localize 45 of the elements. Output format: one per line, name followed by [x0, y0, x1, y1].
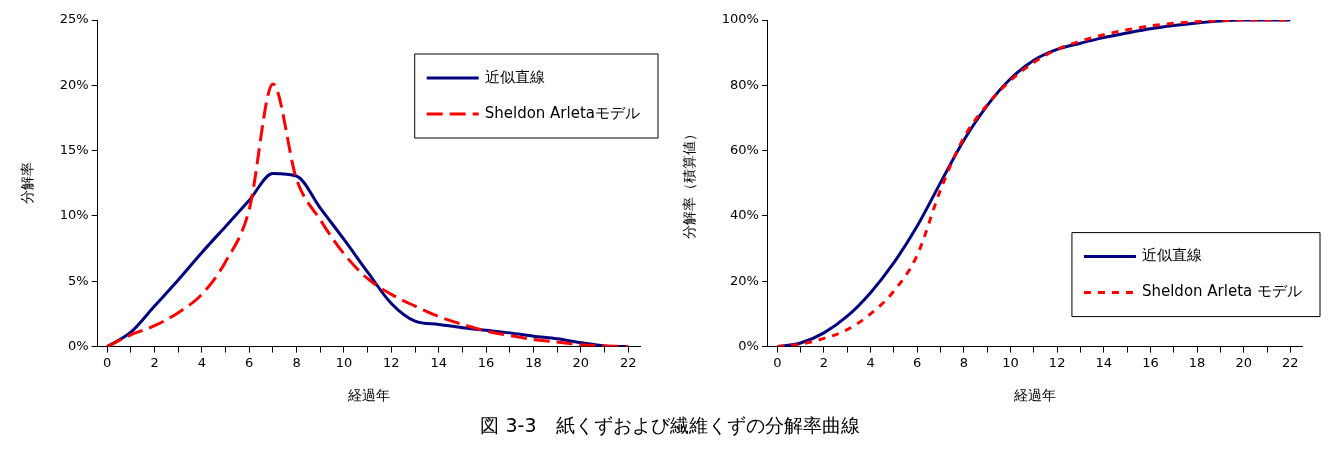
x-tick-label: 12: [1048, 354, 1066, 370]
y-tick-label: 20%: [730, 272, 759, 288]
y-tick-label: 0%: [68, 337, 89, 353]
legend-label: Sheldon Arleta モデル: [1141, 282, 1303, 301]
x-axis-title: 経過年: [1012, 387, 1056, 404]
x-tick-label: 18: [525, 354, 542, 370]
x-tick-label: 20: [1235, 354, 1252, 370]
x-axis-title: 経過年: [346, 387, 390, 404]
x-tick-label: 0: [103, 354, 112, 370]
x-tick-label: 2: [819, 354, 829, 370]
x-tick-label: 6: [245, 354, 254, 370]
x-tick-label: 4: [197, 354, 207, 370]
x-tick-label: 12: [383, 354, 400, 370]
x-tick-label: 8: [959, 354, 968, 370]
legend-label: Sheldon Arletaモデル: [484, 103, 640, 122]
y-tick-label: 20%: [59, 76, 89, 92]
x-tick-label: 6: [913, 354, 922, 370]
y-tick-label: 100%: [721, 11, 759, 27]
caption: 図 3-3 紙くずおよび繊維くずの分解率曲線: [479, 413, 861, 437]
y-tick-label: 60%: [730, 142, 759, 158]
x-tick-label: 10: [335, 354, 353, 370]
y-tick-label: 10%: [59, 207, 89, 223]
x-tick-label: 10: [1002, 354, 1019, 370]
y-tick-label: 80%: [730, 76, 759, 92]
x-tick-label: 16: [1142, 354, 1159, 370]
x-tick-label: 22: [619, 354, 637, 370]
x-tick-label: 8: [292, 354, 301, 370]
y-tick-label: 40%: [730, 207, 759, 223]
y-axis-title: 分解率（積算値）: [681, 127, 698, 240]
x-tick-label: 14: [430, 354, 447, 370]
x-tick-label: 0: [773, 354, 782, 370]
x-tick-label: 2: [150, 354, 159, 370]
y-tick-label: 0%: [738, 337, 759, 353]
legend-label: 近似直線: [484, 67, 545, 86]
x-tick-label: 22: [1282, 354, 1299, 370]
x-tick-label: 18: [1188, 354, 1206, 370]
y-tick-label: 25%: [59, 11, 89, 27]
y-tick-label: 5%: [68, 272, 89, 288]
x-tick-label: 4: [866, 354, 875, 370]
x-tick-label: 16: [477, 354, 495, 370]
y-axis-title: 分解率: [19, 162, 36, 205]
legend-label: 近似直線: [1141, 246, 1202, 265]
x-tick-label: 14: [1095, 354, 1113, 370]
x-tick-label: 20: [572, 354, 590, 370]
y-tick-label: 15%: [59, 142, 89, 158]
